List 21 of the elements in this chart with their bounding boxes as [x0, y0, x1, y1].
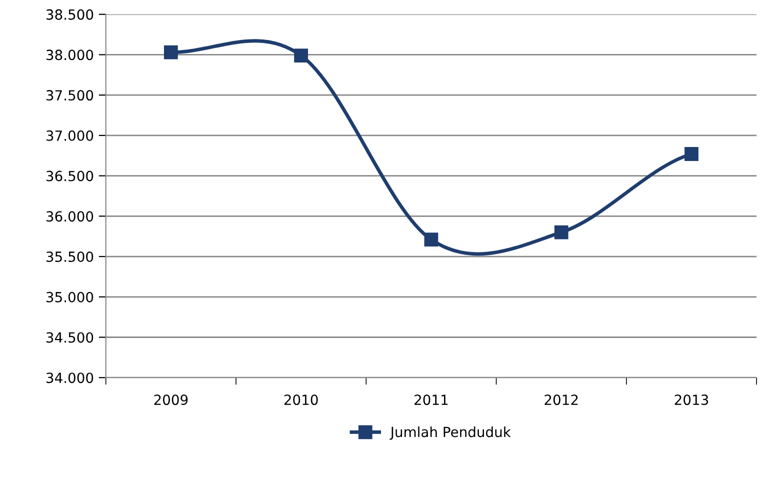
y-tick-label: 35.500: [46, 251, 94, 262]
legend-label: Jumlah Penduduk: [390, 426, 511, 440]
x-tick-label: 2011: [414, 394, 448, 406]
y-tick-label: 34.500: [46, 332, 94, 343]
y-tick-label: 38.000: [46, 50, 94, 60]
point: [424, 232, 438, 247]
x-tick-label: 2012: [544, 394, 578, 406]
point: [164, 45, 178, 60]
y-tick-label: 38.500: [46, 9, 94, 20]
y-tick-label: 36.000: [46, 211, 94, 222]
x-tick-label: 2013: [674, 394, 708, 406]
y-tick-label: 37.500: [46, 90, 94, 101]
x-tick-label: 2010: [284, 394, 318, 406]
y-tick-label: 37.000: [46, 130, 94, 141]
point: [554, 225, 568, 240]
y-tick-label: 34.000: [46, 372, 94, 384]
y-tick-label: 36.500: [46, 170, 94, 182]
point: [294, 48, 308, 62]
y-tick-label: 35.000: [46, 292, 94, 302]
point: [684, 147, 698, 161]
x-tick-label: 2009: [154, 394, 188, 406]
